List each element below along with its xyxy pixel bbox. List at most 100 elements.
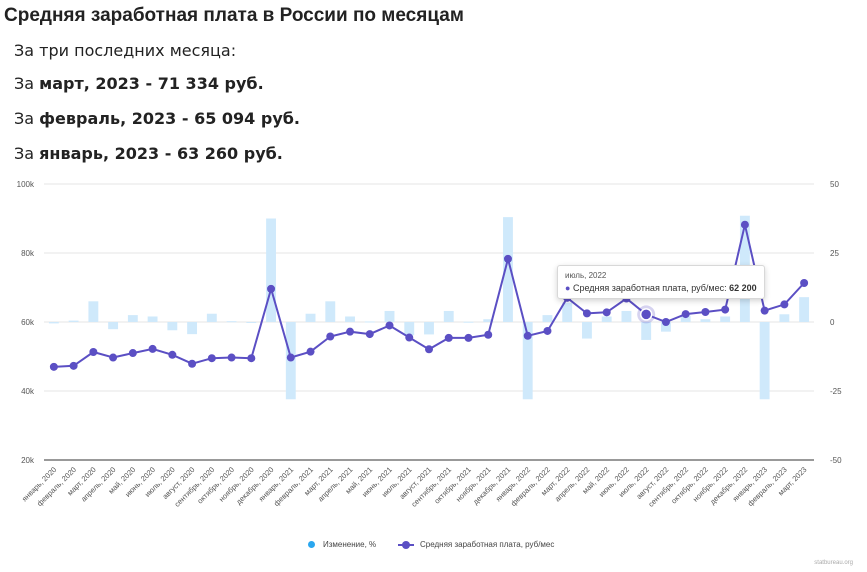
bar-22	[483, 319, 494, 322]
left-tick-label: 80k	[21, 249, 35, 258]
salary-point-35	[740, 220, 749, 229]
page-title: Средняя заработная плата в России по мес…	[4, 5, 464, 26]
tooltip-series-dot: ●	[565, 283, 571, 293]
bar-0	[48, 322, 59, 324]
bar-3	[108, 322, 119, 330]
left-tick-label: 20k	[21, 456, 35, 465]
stat-prefix: За	[14, 74, 40, 93]
chart-tooltip: июль, 2022 ● Средняя заработная плата, р…	[557, 265, 765, 299]
salary-point-11	[267, 284, 276, 293]
salary-point-33	[701, 307, 710, 316]
bar-30	[641, 322, 652, 340]
bar-23	[503, 217, 513, 322]
bar-10	[246, 322, 257, 323]
bar-18	[404, 322, 415, 336]
bar-29	[621, 310, 632, 322]
salary-point-25	[543, 326, 552, 335]
salary-point-21	[464, 333, 473, 342]
salary-point-7	[188, 359, 197, 368]
stat-prefix: За	[14, 144, 40, 163]
salary-point-13	[306, 347, 315, 356]
stat-february: За февраль, 2023 - 65 094 руб.	[14, 109, 300, 128]
bar-2	[88, 301, 99, 322]
stat-period: февраль, 2023	[39, 109, 177, 128]
legend-item-change[interactable]: Изменение, %	[308, 540, 376, 549]
salary-point-3	[109, 353, 118, 362]
bar-17	[384, 310, 395, 322]
bar-8	[206, 313, 217, 322]
bar-6	[167, 322, 178, 331]
intro-text: За три последних месяца:	[14, 41, 237, 60]
tooltip-label: Средняя заработная плата, руб/мес:	[572, 283, 727, 293]
bar-24	[522, 322, 533, 400]
stat-period: март, 2023	[39, 74, 140, 93]
salary-point-2	[89, 348, 98, 357]
bar-37	[779, 314, 790, 322]
salary-point-12	[286, 353, 295, 362]
salary-point-38	[800, 279, 809, 288]
bar-36	[759, 322, 770, 400]
right-tick-label: 0	[830, 318, 835, 327]
bar-20	[443, 310, 454, 322]
legend-item-salary[interactable]: Средняя заработная плата, руб/мес	[398, 540, 554, 549]
credit-text: statbureau.org	[814, 560, 853, 566]
salary-point-10	[247, 354, 256, 363]
salary-point-37	[780, 300, 789, 309]
salary-point-5	[148, 344, 157, 353]
salary-point-4	[128, 349, 137, 358]
stat-period: январь, 2023	[39, 144, 160, 163]
bar-33	[700, 319, 711, 322]
salary-point-19	[425, 345, 433, 354]
stat-january: За январь, 2023 - 63 260 руб.	[14, 144, 283, 163]
salary-point-36	[760, 306, 769, 315]
bar-31	[660, 322, 671, 332]
stat-value: - 71 334 руб.	[139, 74, 264, 93]
bar-11	[266, 218, 276, 322]
bar-7	[187, 322, 198, 335]
bar-1	[68, 320, 79, 322]
right-tick-label: -50	[830, 456, 842, 465]
stat-value: - 63 260 руб.	[159, 144, 283, 163]
salary-point-16	[365, 330, 374, 339]
salary-point-28	[602, 308, 611, 317]
salary-point-14	[326, 332, 335, 341]
left-tick-label: 60k	[21, 318, 35, 327]
right-tick-label: -25	[830, 387, 842, 396]
bar-5	[147, 316, 158, 322]
bar-27	[582, 322, 592, 339]
salary-point-31	[661, 318, 670, 326]
bar-38	[799, 297, 810, 322]
stat-march: За март, 2023 - 71 334 руб.	[14, 74, 264, 93]
salary-point-6	[168, 350, 177, 359]
salary-point-18	[405, 333, 414, 342]
bar-34	[720, 316, 731, 322]
stat-value: - 65 094 руб.	[176, 109, 300, 128]
bar-9	[226, 321, 237, 323]
bar-28	[601, 316, 612, 322]
legend-label-change: Изменение, %	[323, 540, 377, 549]
salary-point-30	[639, 308, 653, 321]
bar-32	[680, 315, 691, 322]
left-tick-label: 40k	[21, 387, 35, 396]
salary-point-22	[484, 330, 493, 339]
legend-label-salary: Средняя заработная плата, руб/мес	[420, 540, 555, 549]
right-tick-label: 50	[830, 180, 839, 189]
bar-4	[127, 315, 138, 322]
salary-point-9	[227, 353, 236, 362]
salary-point-0	[49, 362, 58, 371]
salary-point-1	[69, 361, 78, 370]
chart-legend: Изменение, % Средняя заработная плата, р…	[0, 540, 867, 554]
stat-prefix: За	[14, 109, 40, 128]
legend-swatch-salary	[398, 540, 414, 549]
tooltip-date: июль, 2022	[565, 271, 607, 280]
salary-point-20	[444, 333, 453, 342]
tooltip-value: 62 200	[729, 283, 757, 293]
salary-point-24	[523, 331, 532, 340]
left-tick-label: 100k	[17, 180, 35, 189]
bar-16	[364, 321, 375, 323]
tooltip-row: ● Средняя заработная плата, руб/мес: 62 …	[565, 283, 757, 293]
bar-26	[562, 302, 573, 322]
salary-point-32	[681, 310, 690, 319]
